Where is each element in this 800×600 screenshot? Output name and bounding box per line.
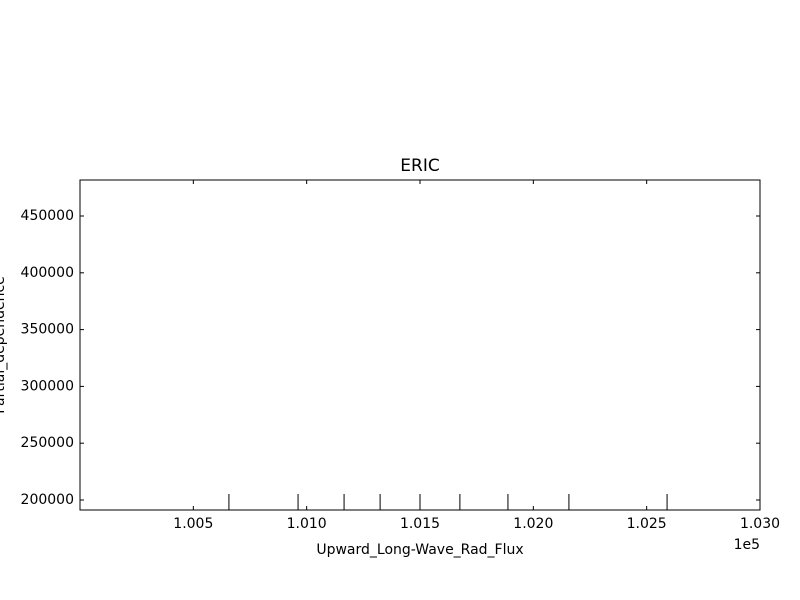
x-tick-label: 1.010 (287, 516, 327, 532)
y-axis-label: Partial_dependence (0, 276, 8, 414)
x-tick-label: 1.020 (513, 516, 553, 532)
y-tick-label: 350000 (21, 322, 74, 338)
x-offset-label: 1e5 (734, 537, 760, 553)
x-tick-label: 1.025 (627, 516, 667, 532)
plot-frame (79, 179, 761, 511)
x-tick-label: 1.005 (173, 516, 213, 532)
y-tick-label: 250000 (21, 435, 74, 451)
x-tick-label: 1.015 (400, 516, 440, 532)
x-axis-label: Upward_Long-Wave_Rad_Flux (316, 542, 523, 558)
y-tick-label: 300000 (21, 378, 74, 394)
y-tick-label: 450000 (21, 208, 74, 224)
x-tick-label: 1.030 (740, 516, 780, 532)
y-tick-label: 200000 (21, 492, 74, 508)
chart-title: ERIC (400, 156, 439, 176)
y-tick-label: 400000 (21, 265, 74, 281)
